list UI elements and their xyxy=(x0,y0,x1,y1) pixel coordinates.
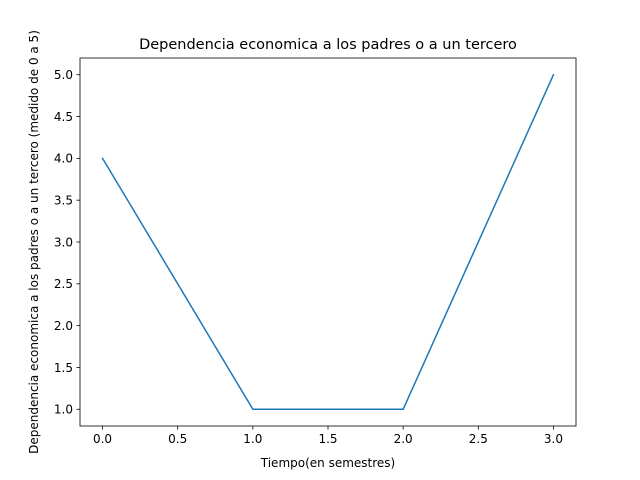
x-axis-ticks: 0.0 0.5 1.0 1.5 2.0 2.5 3.0 xyxy=(93,426,563,446)
y-tick-label: 5.0 xyxy=(54,68,73,82)
x-tick-label: 3.0 xyxy=(544,432,563,446)
y-tick-label: 1.0 xyxy=(54,403,73,417)
y-tick-label: 2.5 xyxy=(54,277,73,291)
x-tick-label: 2.5 xyxy=(469,432,488,446)
y-axis-label: Dependencia economica a los padres o a u… xyxy=(27,30,41,454)
y-tick-label: 4.0 xyxy=(54,152,73,166)
y-tick-label: 3.0 xyxy=(54,235,73,249)
x-axis-label: Tiempo(en semestres) xyxy=(260,456,395,470)
y-tick-label: 4.5 xyxy=(54,110,73,124)
y-tick-label: 1.5 xyxy=(54,361,73,375)
y-tick-label: 2.0 xyxy=(54,319,73,333)
x-tick-label: 1.5 xyxy=(318,432,337,446)
y-tick-label: 3.5 xyxy=(54,193,73,207)
x-tick-label: 1.0 xyxy=(243,432,262,446)
chart-title: Dependencia economica a los padres o a u… xyxy=(139,37,517,53)
series-line-0 xyxy=(101,73,555,411)
x-tick-label: 2.0 xyxy=(394,432,413,446)
x-tick-label: 0.0 xyxy=(93,432,112,446)
x-tick-label: 0.5 xyxy=(168,432,187,446)
y-axis-ticks: 1.0 1.5 2.0 2.5 3.0 3.5 4.0 4.5 5.0 xyxy=(54,68,80,417)
